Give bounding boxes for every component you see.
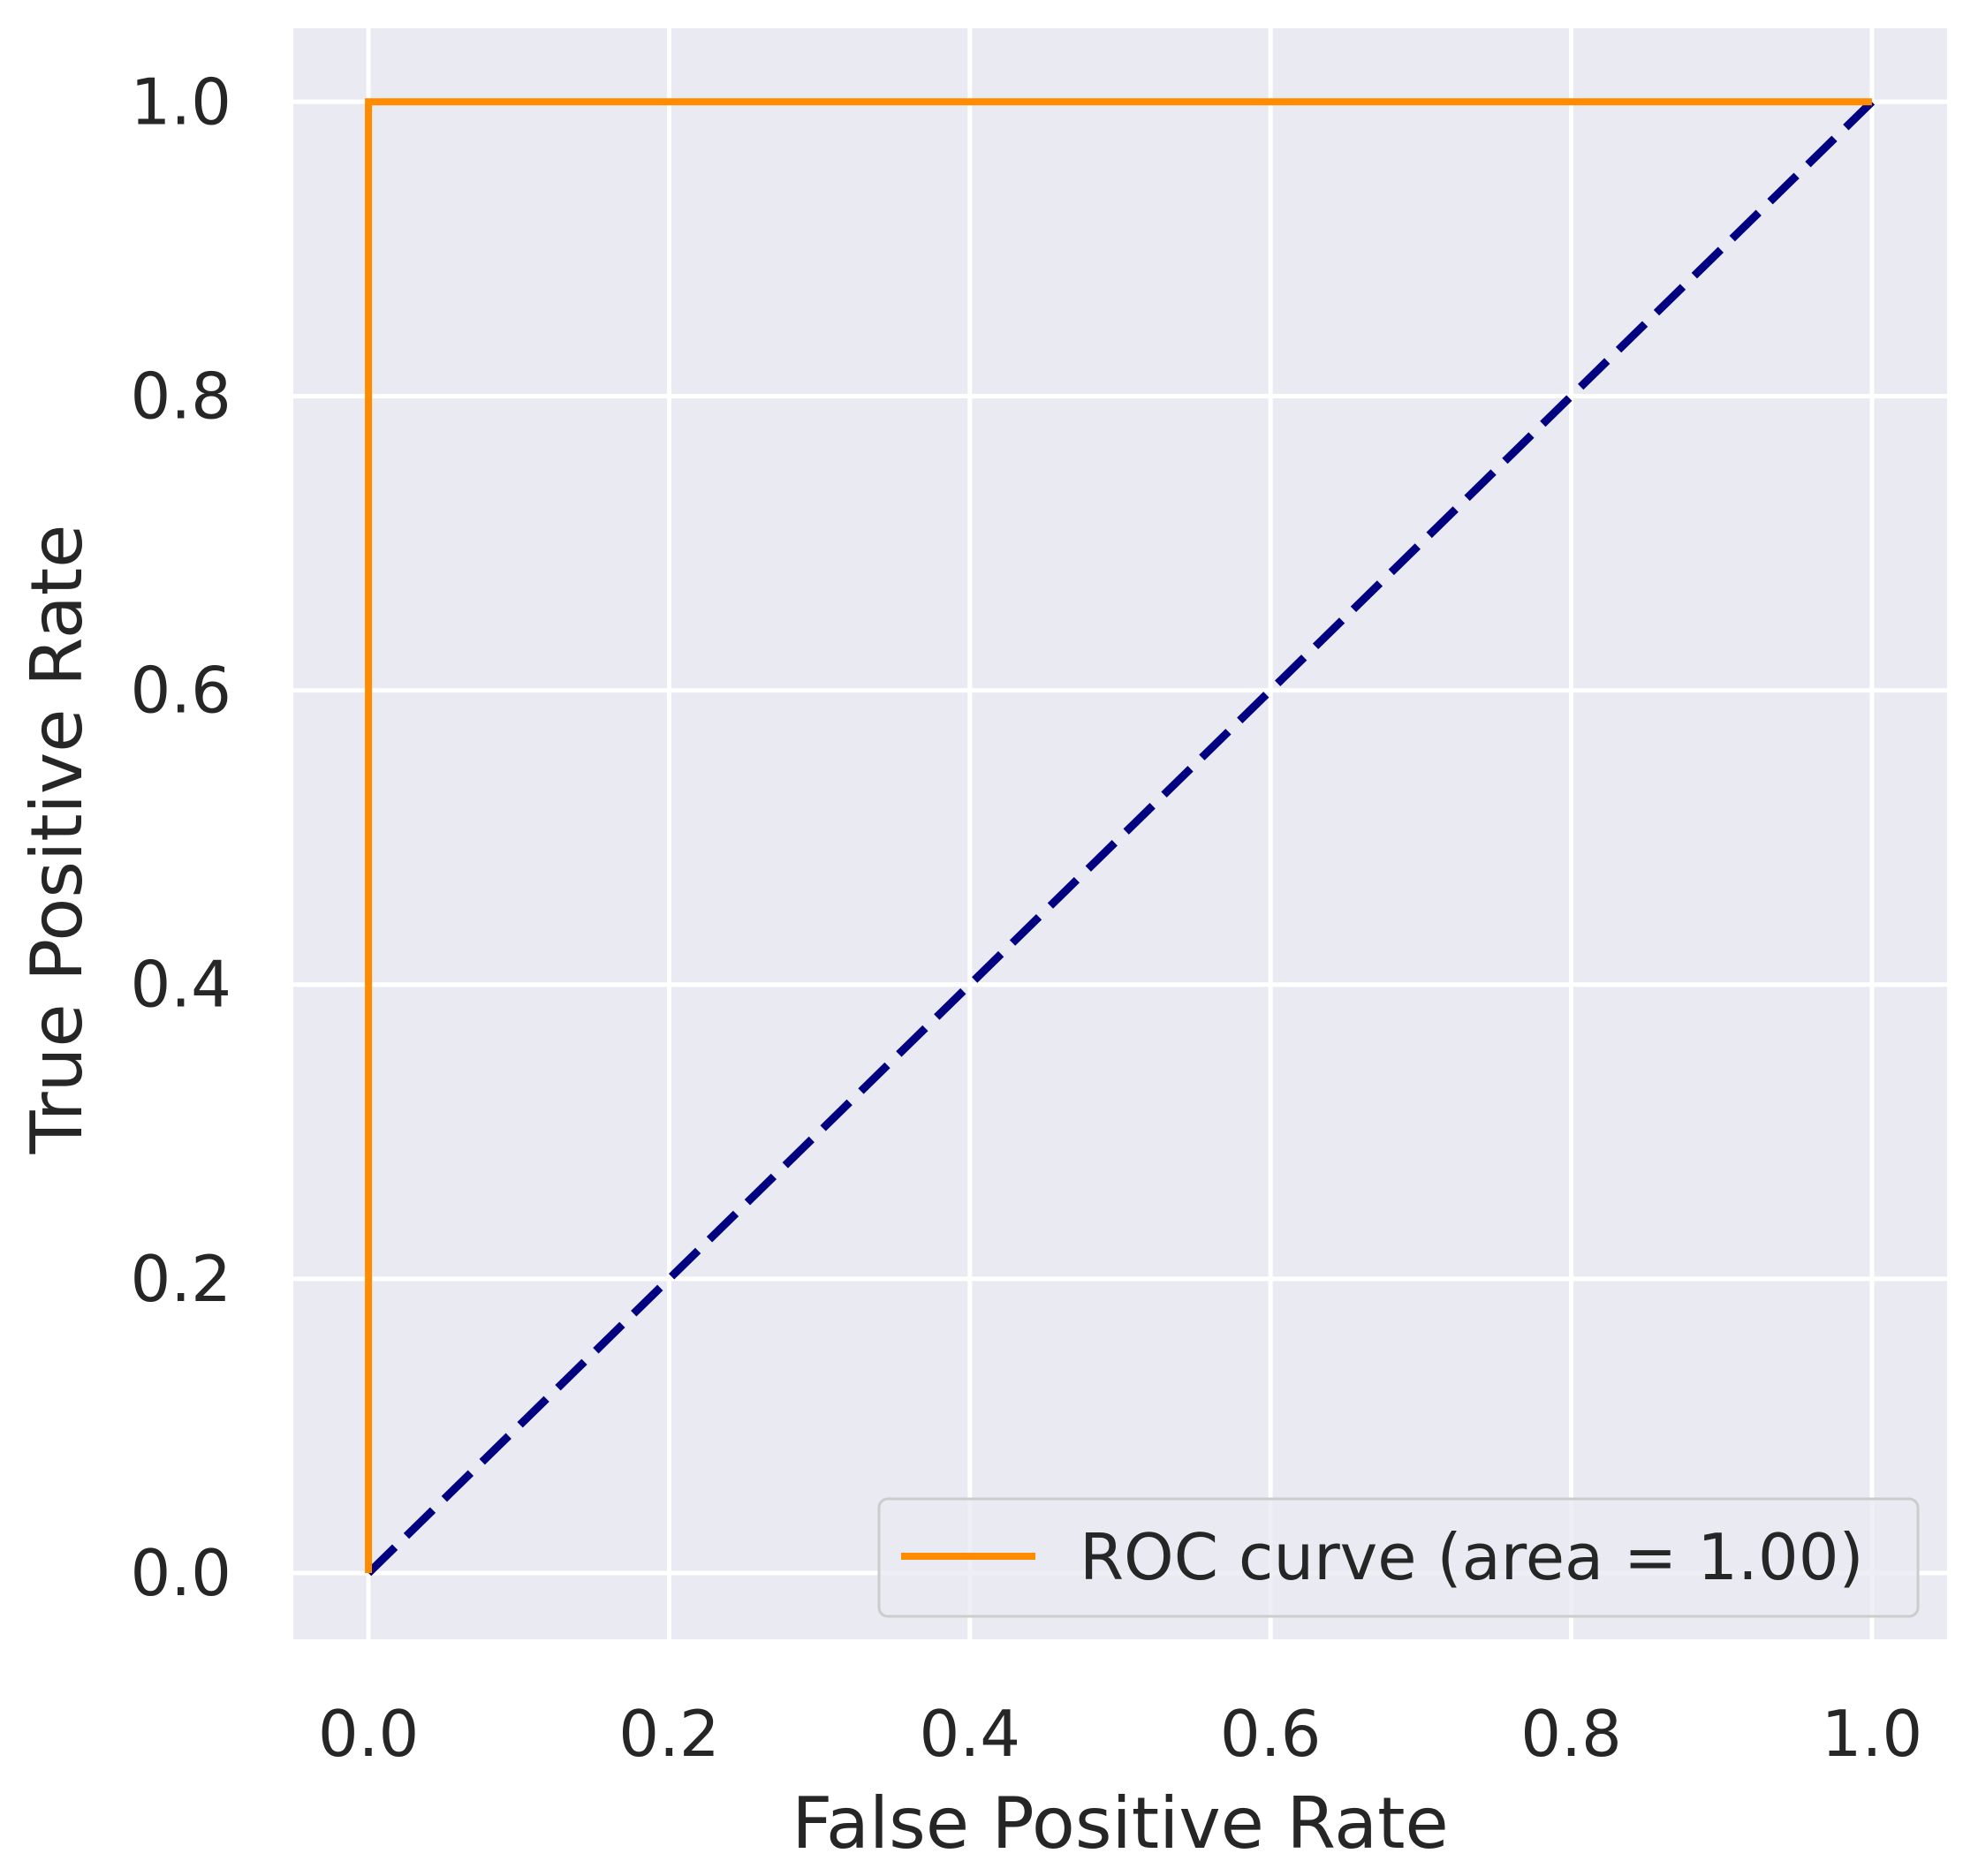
y-tick-label: 0.0 — [130, 1536, 231, 1610]
grid-lines — [293, 28, 1947, 1639]
y-tick-label: 0.4 — [130, 948, 231, 1022]
legend-box — [877, 1497, 1920, 1618]
series-lines — [365, 98, 1876, 1577]
x-tick-label: 1.0 — [1822, 1697, 1923, 1771]
y-tick-labels: 0.0 0.2 0.4 0.6 0.8 1.0 — [130, 64, 231, 1610]
x-tick-label: 0.2 — [618, 1697, 720, 1771]
y-tick-label: 1.0 — [130, 64, 231, 139]
diagonal-reference-line — [365, 99, 1876, 1577]
y-axis-label: True Positive Rate — [16, 525, 98, 1155]
x-axis-label: False Positive Rate — [792, 1782, 1449, 1865]
y-tick-label: 0.8 — [130, 359, 231, 433]
y-tick-label: 0.2 — [130, 1242, 231, 1316]
x-tick-labels: 0.0 0.2 0.4 0.6 0.8 1.0 — [318, 1697, 1922, 1771]
x-tick-label: 0.8 — [1520, 1697, 1622, 1771]
legend-label-roc: ROC curve (area = 1.00) — [1080, 1520, 1864, 1594]
y-tick-label: 0.6 — [130, 654, 231, 728]
x-tick-label: 0.6 — [1220, 1697, 1322, 1771]
x-tick-label: 0.4 — [920, 1697, 1021, 1771]
x-tick-label: 0.0 — [318, 1697, 420, 1771]
roc-curve-line — [365, 98, 1872, 1574]
legend: ROC curve (area = 1.00) — [877, 1497, 1920, 1618]
